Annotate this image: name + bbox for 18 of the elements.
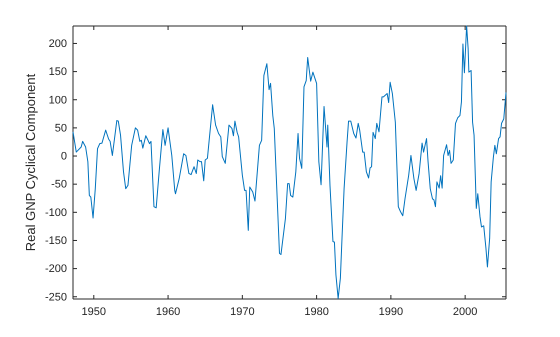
x-tick-label: 1980	[304, 306, 329, 318]
x-tick-label: 1970	[230, 306, 255, 318]
y-tick-label: 200	[48, 38, 67, 50]
x-tick-label: 2000	[452, 306, 478, 318]
y-tick-label: 100	[48, 94, 67, 106]
x-tick-label: 1990	[378, 306, 404, 318]
x-tick-label: 1960	[156, 306, 180, 318]
y-tick-label: -150	[44, 234, 67, 247]
y-tick-label: -50	[51, 178, 67, 191]
y-tick-label: 150	[48, 66, 67, 78]
y-tick-label: 0	[60, 150, 67, 163]
y-tick-label: 50	[54, 122, 67, 134]
line-series	[72, 26, 506, 299]
y-tick-label: -250	[44, 291, 67, 304]
y-tick-label: -100	[44, 206, 67, 219]
x-tick-label: 1950	[82, 306, 106, 318]
y-tick-label: -200	[44, 263, 67, 276]
y-axis-title: Real GNP Cyclical Component	[23, 73, 38, 252]
